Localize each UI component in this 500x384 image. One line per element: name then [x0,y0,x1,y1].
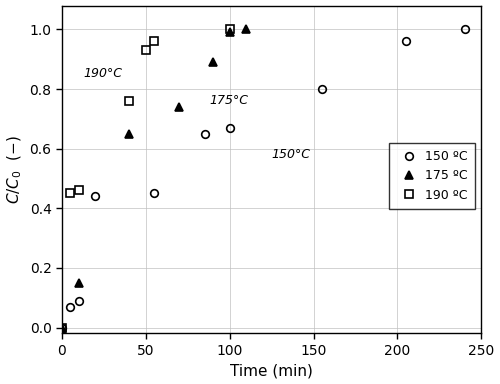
Text: 150°C: 150°C [272,147,310,161]
Legend: 150 ºC, 175 ºC, 190 ºC: 150 ºC, 175 ºC, 190 ºC [388,143,475,209]
X-axis label: Time (min): Time (min) [230,363,313,379]
Text: 190°C: 190°C [84,67,122,80]
Text: 175°C: 175°C [210,94,248,107]
Y-axis label: $C/C_0$  $(-)$: $C/C_0$ $(-)$ [6,135,24,204]
